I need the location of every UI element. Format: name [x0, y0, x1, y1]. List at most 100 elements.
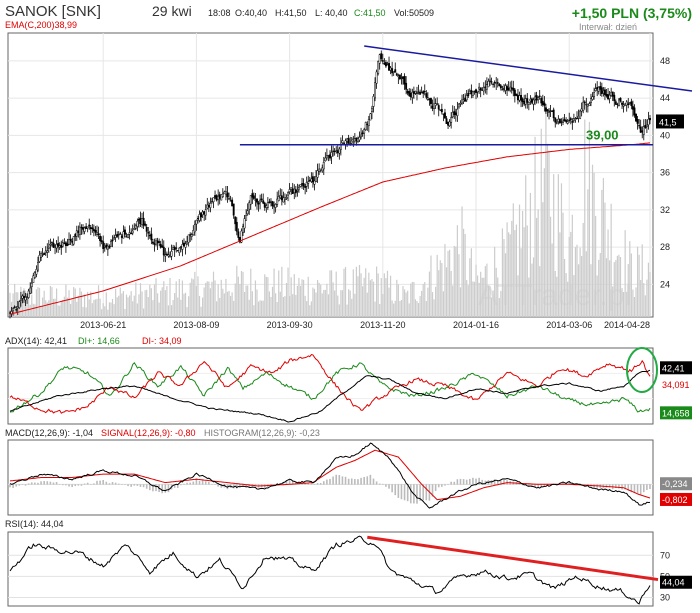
rsi-legend: RSI(14): 44,04 [5, 519, 64, 529]
candle-body [445, 118, 448, 124]
volume-bar [284, 296, 286, 317]
candle-body [165, 253, 168, 256]
high-label: H:41,50 [275, 8, 307, 18]
adx-panel-frame [7, 347, 654, 425]
volume-bar [312, 287, 314, 317]
volume-bar [226, 291, 229, 317]
candle-body [562, 120, 564, 123]
volume-bar [181, 280, 184, 317]
volume-bar [248, 299, 250, 317]
volume-bar [132, 301, 134, 317]
volume-bar [483, 277, 485, 317]
volume-bar [119, 287, 121, 317]
volume-bar [257, 301, 260, 317]
candle-body [479, 87, 482, 91]
volume-bar [225, 278, 227, 317]
candle-body [96, 232, 98, 235]
candle-body [178, 247, 181, 253]
price-tag-bg [656, 114, 684, 129]
volume-bar [540, 128, 542, 317]
candle-body [50, 241, 53, 244]
candle-body [645, 124, 648, 127]
candle-body [537, 97, 540, 101]
volume-bar [108, 302, 111, 317]
volume-bar [627, 264, 629, 317]
macd-histogram-bar [9, 484, 11, 488]
macd-histogram-bar [437, 484, 440, 488]
volume-bar [189, 282, 191, 317]
macd-histogram-bar [220, 484, 223, 488]
candle-body [80, 227, 83, 229]
macd-histogram-bar [409, 484, 412, 504]
volume-bar [366, 292, 368, 317]
candle-body [585, 104, 588, 106]
macd-histogram-bar [34, 482, 36, 485]
open-label: O:40,40 [235, 8, 267, 18]
macd-histogram [9, 474, 651, 504]
volume-bar [588, 121, 591, 317]
candle-body [614, 101, 617, 105]
candle-body [19, 298, 22, 301]
candle-body [214, 195, 216, 198]
candle-body [400, 77, 403, 79]
candle-body [471, 91, 474, 96]
volume-bar [206, 281, 208, 317]
volume-bar [640, 279, 642, 317]
volume-bar [453, 245, 455, 317]
volume-bar [243, 292, 246, 317]
candle-body [293, 188, 296, 194]
macd-histogram-bar [149, 484, 151, 491]
macd-histogram-bar [288, 479, 291, 485]
volume-bar [416, 301, 418, 317]
volume-bar [595, 215, 597, 317]
candle-body [173, 247, 176, 251]
volume-bar [293, 274, 295, 317]
candle-body [473, 90, 476, 92]
volume-bar [334, 290, 336, 317]
volume-bar [584, 119, 586, 317]
candle-body [576, 118, 578, 120]
candle-body [375, 71, 378, 84]
volume-bar [110, 302, 112, 317]
volume-bar [536, 217, 538, 317]
candle-body [442, 113, 445, 115]
candle-body [414, 91, 417, 94]
candle-body [451, 111, 454, 118]
volume-bar [32, 303, 34, 317]
volume-bar [301, 279, 303, 317]
volume-bar [559, 232, 561, 317]
price-y-tick: 32 [660, 205, 670, 215]
volume-bar [66, 297, 69, 317]
candle-body [172, 247, 175, 251]
volume-bar [245, 285, 247, 317]
candle-body [249, 195, 252, 205]
candle-body [389, 67, 392, 71]
volume-bar [279, 291, 281, 317]
macd-histogram-bar [139, 484, 142, 487]
volume-bar [417, 303, 420, 317]
volume-bar [121, 293, 123, 317]
candle-body [151, 241, 154, 244]
candle-body [308, 179, 311, 181]
candle-body [105, 244, 108, 248]
candle-body [495, 82, 498, 85]
macd-histogram-bar [403, 484, 406, 501]
volume-bar [194, 271, 196, 317]
volume-bar [239, 283, 241, 317]
candle-body [630, 101, 633, 107]
volume-bar [276, 302, 278, 317]
volume-bar [399, 300, 401, 317]
volume-bar [146, 289, 148, 317]
volume-bar [321, 293, 323, 317]
candle-body [263, 202, 266, 208]
volume-bar [469, 258, 471, 317]
candle-body [141, 218, 143, 226]
volume-bar [323, 289, 325, 317]
candle-body [555, 122, 558, 124]
candle-body [501, 89, 504, 91]
candle-body [496, 82, 499, 84]
macd-histogram-bar [105, 481, 108, 485]
candle-body [161, 245, 164, 248]
rsi-panel: 30507044,04 [7, 531, 692, 607]
candle-body [57, 243, 60, 247]
